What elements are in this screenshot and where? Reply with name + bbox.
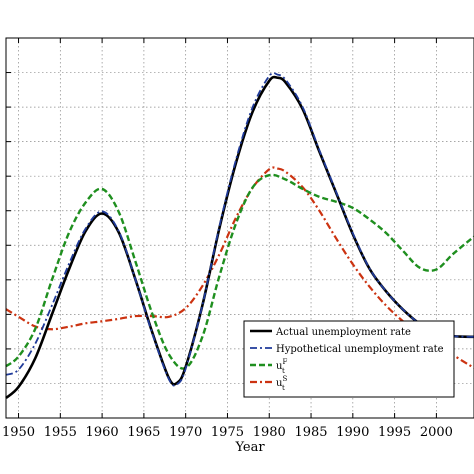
legend-label-sub: t — [282, 384, 285, 392]
legend-label-sup: F — [282, 358, 287, 366]
x-tick-label: 1975 — [211, 425, 244, 440]
x-tick-label: 1990 — [336, 425, 369, 440]
series-lines — [5, 72, 474, 399]
legend: Actual unemployment rate Hypothetical une… — [243, 320, 455, 398]
x-axis-label: Year — [234, 440, 265, 455]
legend-label: Hypothetical unemployment rate — [276, 344, 444, 355]
legend-label-sup: S — [282, 375, 287, 383]
legend-box — [243, 320, 455, 398]
x-tick-label: 1955 — [44, 425, 77, 440]
series-line-3 — [5, 173, 474, 370]
legend-label: uS t — [276, 375, 287, 392]
x-tick-labels: 1950 1955 1960 1965 1970 1975 1980 1985 1990 1995… — [2, 425, 453, 440]
x-tick-label: 1995 — [378, 425, 411, 440]
series-line-2 — [5, 72, 474, 387]
legend-label: uF t — [276, 358, 287, 375]
axis-ticks — [6, 38, 437, 419]
plot-frame — [5, 37, 474, 419]
x-tick-label: 1985 — [294, 425, 327, 440]
x-tick-label: 1980 — [253, 425, 286, 440]
x-tick-label: 1950 — [2, 425, 35, 440]
legend-label: Actual unemployment rate — [275, 327, 411, 338]
x-tick-label: 1970 — [169, 425, 202, 440]
legend-label-sub: t — [282, 367, 285, 375]
x-tick-label: 1965 — [127, 425, 160, 440]
legend-label-main: Actual unemployment rate — [275, 327, 411, 338]
legend-label-main: Hypothetical unemployment rate — [276, 344, 444, 355]
legend-label-main: u — [276, 378, 283, 389]
x-tick-label: 2000 — [420, 425, 453, 440]
legend-label-main: u — [276, 361, 283, 372]
x-tick-label: 1960 — [86, 425, 119, 440]
